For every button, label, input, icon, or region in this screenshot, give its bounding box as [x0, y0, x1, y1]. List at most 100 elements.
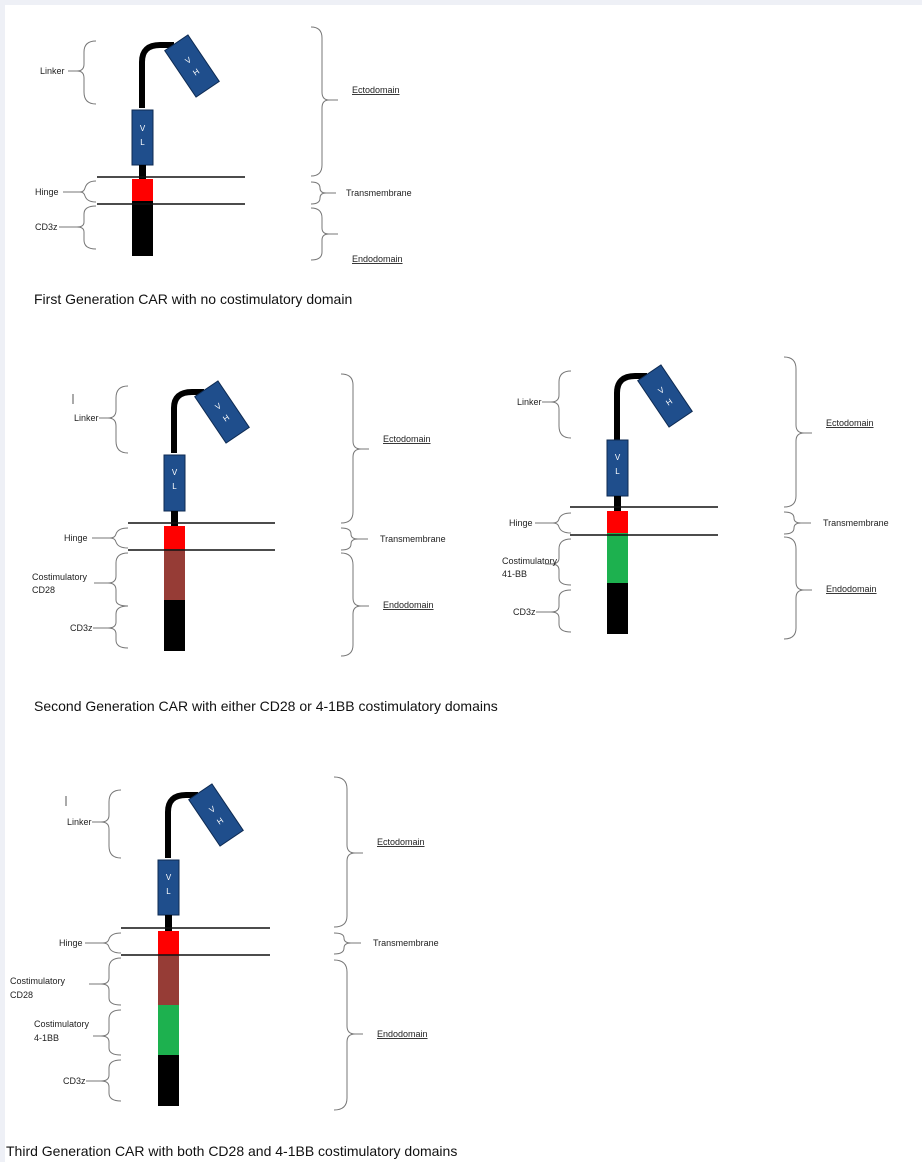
hinge-label: Hinge [35, 187, 59, 197]
endodomain-label: Endodomain [352, 254, 403, 264]
hinge-bracket [79, 180, 97, 203]
svg-text:L: L [172, 482, 177, 491]
vh-domain: V H [194, 380, 250, 444]
hinge-label: Hinge [509, 518, 533, 528]
endodomain-label: Endodomain [383, 600, 434, 610]
cd3z-bracket [550, 589, 572, 633]
svg-text:L: L [615, 467, 620, 476]
linker-label: Linker [74, 413, 99, 423]
cd28-segment [164, 549, 185, 600]
svg-text:H: H [215, 816, 225, 827]
transmembrane-label: Transmembrane [380, 534, 446, 544]
transmembrane-label: Transmembrane [373, 938, 439, 948]
second-generation-car-41bb: V H V L Linker Hinge Costimulatory 41-BB… [502, 356, 889, 640]
svg-text:V: V [166, 873, 172, 882]
linker-stalk [614, 373, 647, 440]
linker-label: Linker [40, 66, 65, 76]
transmembrane-bracket [333, 932, 352, 955]
cd28-label: CD28 [10, 990, 33, 1000]
svg-text:V: V [214, 401, 224, 412]
costimulatory-label: Costimulatory [32, 572, 88, 582]
ectodomain-label: Ectodomain [352, 85, 400, 95]
cd3z-label: CD3z [70, 623, 93, 633]
linker-label: Linker [67, 817, 92, 827]
svg-text:H: H [664, 397, 674, 408]
hinge-segment [132, 179, 153, 201]
transmembrane-bracket [783, 511, 802, 535]
41bb-segment [607, 533, 628, 583]
linker-stalk [165, 792, 198, 858]
cd3z-segment [164, 600, 185, 651]
linker-connector [165, 915, 172, 931]
costimulatory-type-label: CD28 [32, 585, 55, 595]
ectodomain-bracket [310, 26, 330, 177]
cd3z-bracket [107, 605, 129, 649]
linker-bracket [100, 789, 122, 859]
cd3z-segment [158, 1055, 179, 1106]
cd3z-segment [607, 583, 628, 634]
costimulatory-41bb-label: Costimulatory [34, 1019, 90, 1029]
hinge-bracket [552, 512, 572, 534]
ectodomain-bracket [340, 373, 362, 524]
hinge-segment [164, 526, 185, 549]
svg-text:V: V [184, 55, 194, 66]
second-generation-car-cd28: V H V L Linker Hinge Costimulatory CD28 … [32, 373, 498, 714]
svg-text:V: V [615, 453, 621, 462]
41bb-bracket [100, 1009, 122, 1056]
linker-bracket [76, 40, 97, 105]
endodomain-bracket [340, 552, 362, 657]
vh-domain: V H [188, 783, 244, 847]
transmembrane-bracket [310, 181, 327, 205]
ectodomain-label: Ectodomain [377, 837, 425, 847]
vl-domain: V L [131, 109, 154, 166]
costimulatory-bracket [107, 552, 129, 607]
cd28-bracket [100, 957, 122, 1006]
costimulatory-label: Costimulatory [502, 556, 558, 566]
vh-domain: V H [164, 34, 220, 98]
endodomain-bracket [333, 959, 356, 1111]
transmembrane-bracket [340, 527, 359, 551]
first-generation-car: V H V L Linker Hinge CD3z Ectodomain Tra… [34, 26, 412, 307]
cd3z-label: CD3z [35, 222, 58, 232]
linker-connector [614, 496, 621, 511]
svg-text:L: L [140, 138, 145, 147]
linker-bracket [107, 385, 129, 454]
cd3z-bracket [76, 205, 97, 250]
svg-text:H: H [221, 413, 231, 424]
endodomain-bracket [783, 536, 805, 640]
cd3z-segment [132, 201, 153, 256]
transmembrane-label: Transmembrane [346, 188, 412, 198]
vl-domain: V L [606, 439, 629, 497]
endodomain-bracket [310, 207, 330, 261]
svg-text:V: V [208, 804, 218, 815]
hinge-segment [158, 931, 179, 955]
cd3z-label: CD3z [63, 1076, 86, 1086]
svg-text:V: V [172, 468, 178, 477]
ectodomain-bracket [333, 776, 356, 928]
endodomain-label: Endodomain [377, 1029, 428, 1039]
transmembrane-label: Transmembrane [823, 518, 889, 528]
41bb-segment [158, 1005, 179, 1055]
hinge-segment [607, 511, 628, 533]
hinge-label: Hinge [59, 938, 83, 948]
hinge-label: Hinge [64, 533, 88, 543]
svg-text:H: H [191, 67, 201, 78]
caption-second-generation: Second Generation CAR with either CD28 o… [34, 698, 498, 714]
endodomain-label: Endodomain [826, 584, 877, 594]
svg-text:L: L [166, 887, 171, 896]
caption-third-generation: Third Generation CAR with both CD28 and … [6, 1143, 457, 1159]
caption-first-generation: First Generation CAR with no costimulato… [34, 291, 352, 307]
41bb-label: 4-1BB [34, 1033, 59, 1043]
costimulatory-cd28-label: Costimulatory [10, 976, 66, 986]
cd28-segment [158, 955, 179, 1005]
vh-domain: V H [637, 364, 693, 428]
vl-domain: V L [157, 859, 180, 916]
costimulatory-type-label: 41-BB [502, 569, 527, 579]
linker-connector [171, 511, 178, 526]
linker-stalk [171, 389, 204, 453]
ectodomain-label: Ectodomain [383, 434, 431, 444]
linker-label: Linker [517, 397, 542, 407]
third-generation-car: V H V L Linker Hinge Costimulatory CD28 … [6, 776, 457, 1159]
